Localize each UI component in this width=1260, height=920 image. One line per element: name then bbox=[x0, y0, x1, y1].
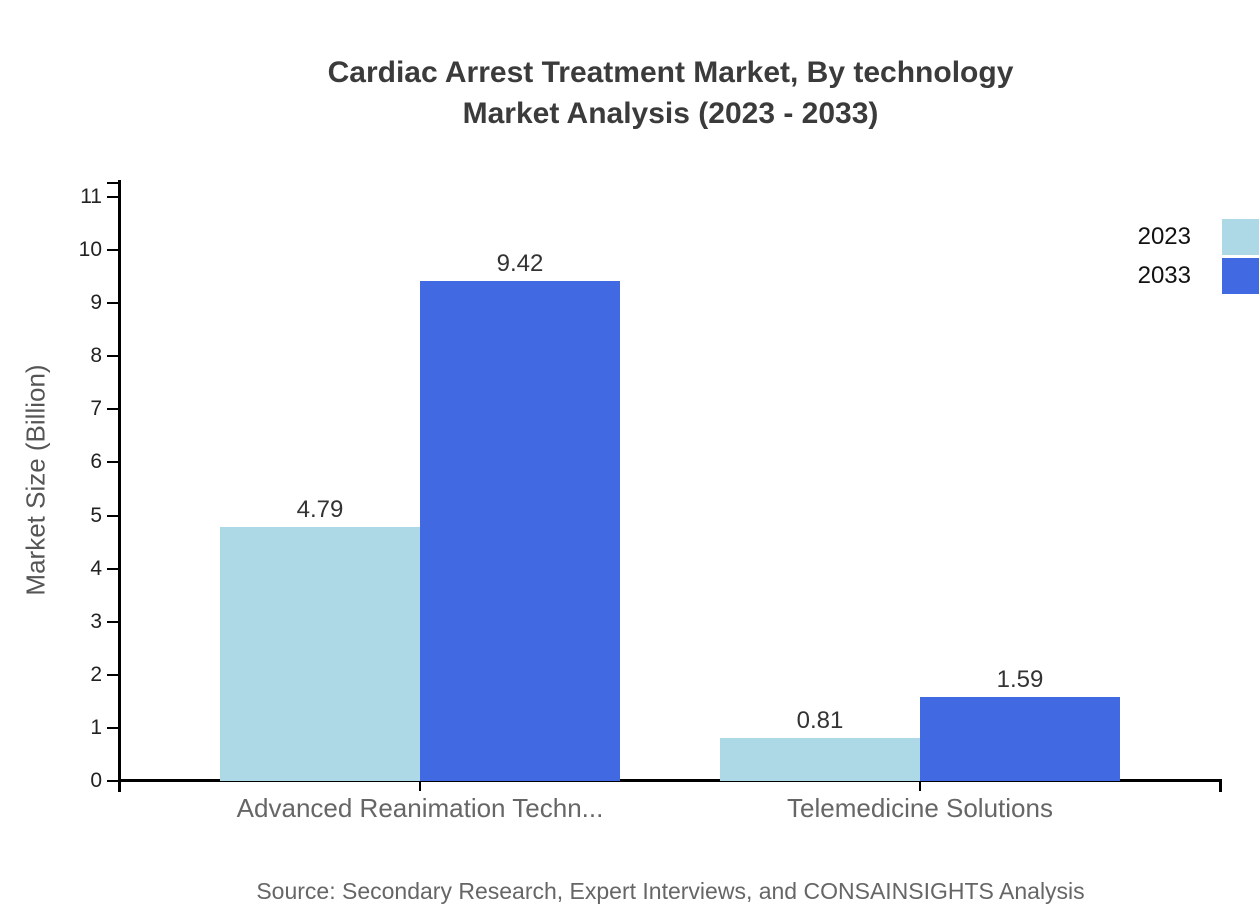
y-tick-mark bbox=[107, 780, 119, 782]
y-tick-mark bbox=[107, 620, 119, 623]
y-tick-label: 11 bbox=[80, 184, 102, 208]
y-axis-top-cap-tick bbox=[107, 182, 119, 184]
y-tick-mark bbox=[107, 673, 119, 676]
bar-value-label: 0.81 bbox=[796, 706, 844, 734]
chart-title-line1: Cardiac Arrest Treatment Market, By tech… bbox=[327, 56, 1014, 89]
x-category-label-1: Advanced Reanimation Techn... bbox=[236, 793, 604, 823]
legend: 2023 2033 bbox=[1138, 219, 1259, 297]
y-tick-mark bbox=[107, 567, 119, 570]
chart-title: Cardiac Arrest Treatment Market, By tech… bbox=[120, 52, 1221, 134]
source-note: Source: Secondary Research, Expert Inter… bbox=[256, 878, 1085, 904]
legend-label-2033: 2033 bbox=[1137, 262, 1191, 289]
x-tick-mark bbox=[419, 781, 421, 791]
bar-2033-cat2 bbox=[920, 696, 1120, 781]
y-tick-mark bbox=[107, 249, 119, 251]
x-category-label-2: Telemedicine Solutions bbox=[787, 793, 1053, 823]
y-tick-mark bbox=[107, 514, 119, 517]
y-tick-label: 8 bbox=[90, 344, 102, 368]
legend-item-2033: 2033 bbox=[1138, 258, 1259, 294]
chart-title-line2: Market Analysis (2023 - 2033) bbox=[462, 97, 879, 130]
y-tick-label: 7 bbox=[90, 397, 102, 421]
bar-value-label: 4.79 bbox=[296, 495, 344, 523]
y-axis-line bbox=[118, 180, 121, 792]
y-tick-label: 0 bbox=[90, 769, 102, 792]
y-tick-label: 4 bbox=[90, 556, 102, 580]
bar-2023-cat1 bbox=[220, 526, 420, 781]
y-tick-label: 1 bbox=[90, 715, 102, 739]
bar-value-label: 9.42 bbox=[496, 249, 544, 277]
y-tick-label: 3 bbox=[90, 609, 102, 633]
y-tick-label: 10 bbox=[78, 238, 102, 261]
y-tick-mark bbox=[107, 408, 119, 411]
bar-2023-cat2 bbox=[720, 737, 920, 781]
y-tick-mark bbox=[107, 461, 119, 464]
x-axis-line bbox=[118, 779, 1222, 782]
legend-swatch-2023 bbox=[1222, 219, 1259, 255]
y-tick-label: 6 bbox=[90, 450, 102, 474]
y-tick-label: 9 bbox=[90, 291, 102, 315]
y-tick-mark bbox=[107, 195, 119, 198]
y-tick-label: 5 bbox=[90, 503, 102, 527]
legend-swatch-2033 bbox=[1222, 258, 1259, 294]
bar-2033-cat1 bbox=[420, 280, 620, 781]
x-axis-right-cap-tick bbox=[1219, 781, 1222, 792]
y-tick-mark bbox=[107, 726, 119, 729]
y-tick-mark bbox=[107, 355, 119, 358]
legend-label-2023: 2023 bbox=[1137, 223, 1191, 250]
legend-item-2023: 2023 bbox=[1138, 219, 1259, 255]
y-tick-mark bbox=[107, 302, 119, 305]
bar-value-label: 1.59 bbox=[996, 665, 1044, 693]
y-tick-label: 2 bbox=[90, 662, 102, 686]
x-tick-mark bbox=[919, 781, 921, 791]
